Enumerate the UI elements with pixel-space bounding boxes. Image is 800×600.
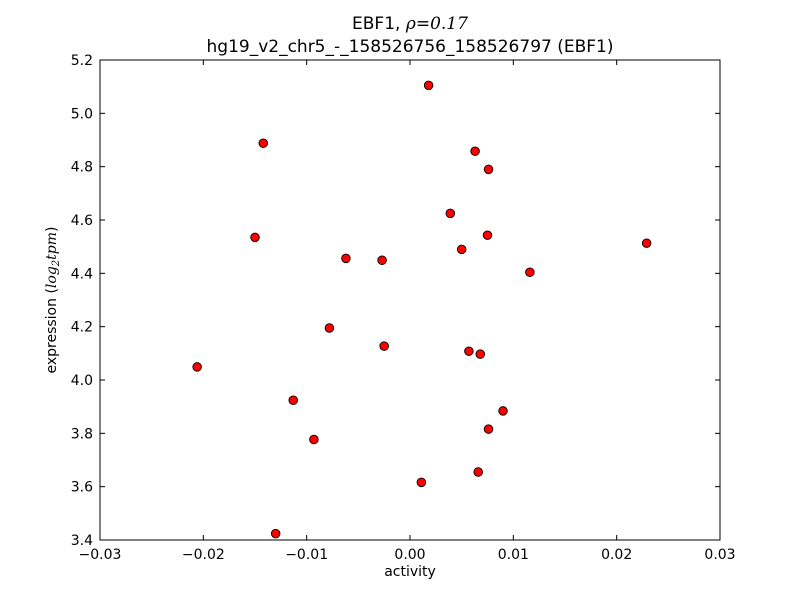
chart-title: EBF1, ρ=0.17 xyxy=(352,14,468,34)
y-axis-label-tpm: tpm xyxy=(44,232,60,260)
y-tick-label: 4.2 xyxy=(71,320,93,336)
data-point xyxy=(192,362,202,372)
data-point xyxy=(324,323,335,333)
data-point xyxy=(309,434,319,445)
data-point xyxy=(250,232,260,243)
y-axis-label: expression (log2tpm) xyxy=(44,226,62,373)
data-point xyxy=(270,528,281,539)
data-point xyxy=(423,80,434,91)
data-point xyxy=(498,406,508,416)
x-axis: −0.03 −0.02 −0.01 0.00 0.01 0.02 0.03 xyxy=(79,60,736,563)
x-tick-label: −0.02 xyxy=(182,547,225,563)
y-tick-label: 3.6 xyxy=(71,480,93,496)
x-tick-label: −0.01 xyxy=(285,547,328,563)
y-axis-label-log: log xyxy=(44,266,60,288)
chart-subtitle: hg19_v2_chr5_-_158526756_158526797 (EBF1… xyxy=(207,37,614,57)
data-point xyxy=(288,395,298,406)
y-tick-label: 5.0 xyxy=(71,106,93,122)
y-axis-label-text: expression ( xyxy=(44,288,60,373)
data-point xyxy=(470,146,480,156)
y-tick-label: 3.4 xyxy=(71,533,93,549)
y-tick-label: 5.2 xyxy=(71,53,93,69)
data-point xyxy=(641,238,652,248)
data-point xyxy=(379,341,389,351)
y-tick-label: 4.0 xyxy=(71,373,93,389)
y-tick-label: 3.8 xyxy=(71,426,93,442)
data-point xyxy=(258,138,269,148)
x-tick-label: 0.03 xyxy=(704,547,735,563)
y-tick-label: 4.6 xyxy=(71,213,93,229)
data-point xyxy=(483,424,494,434)
x-tick-label: −0.03 xyxy=(79,547,122,563)
x-axis-label: activity xyxy=(384,564,436,580)
data-point xyxy=(473,467,483,477)
chart-title-prefix: EBF1, xyxy=(352,14,406,34)
x-tick-label: 0.02 xyxy=(601,547,632,563)
chart-title-rho-symbol: ρ xyxy=(405,14,416,34)
chart-title-rho-value: =0.17 xyxy=(416,14,468,34)
y-axis: 3.4 3.6 3.8 4.0 4.2 4.4 4.6 4.8 5.0 5.2 xyxy=(71,53,720,549)
data-point xyxy=(464,346,474,356)
y-axis-label-close: ) xyxy=(44,226,60,231)
x-tick-label: 0.00 xyxy=(394,547,425,563)
data-point xyxy=(483,164,494,175)
data-points xyxy=(192,80,652,539)
data-point xyxy=(416,477,427,488)
data-point xyxy=(482,230,493,240)
data-point xyxy=(525,267,535,278)
data-point xyxy=(377,255,387,266)
data-point xyxy=(456,244,467,255)
y-axis-label-sub: 2 xyxy=(51,260,62,267)
data-point xyxy=(475,349,486,359)
y-tick-label: 4.4 xyxy=(71,266,93,282)
data-point xyxy=(445,208,456,219)
data-point xyxy=(341,253,351,264)
y-tick-label: 4.8 xyxy=(71,160,93,176)
x-tick-label: 0.01 xyxy=(498,547,529,563)
